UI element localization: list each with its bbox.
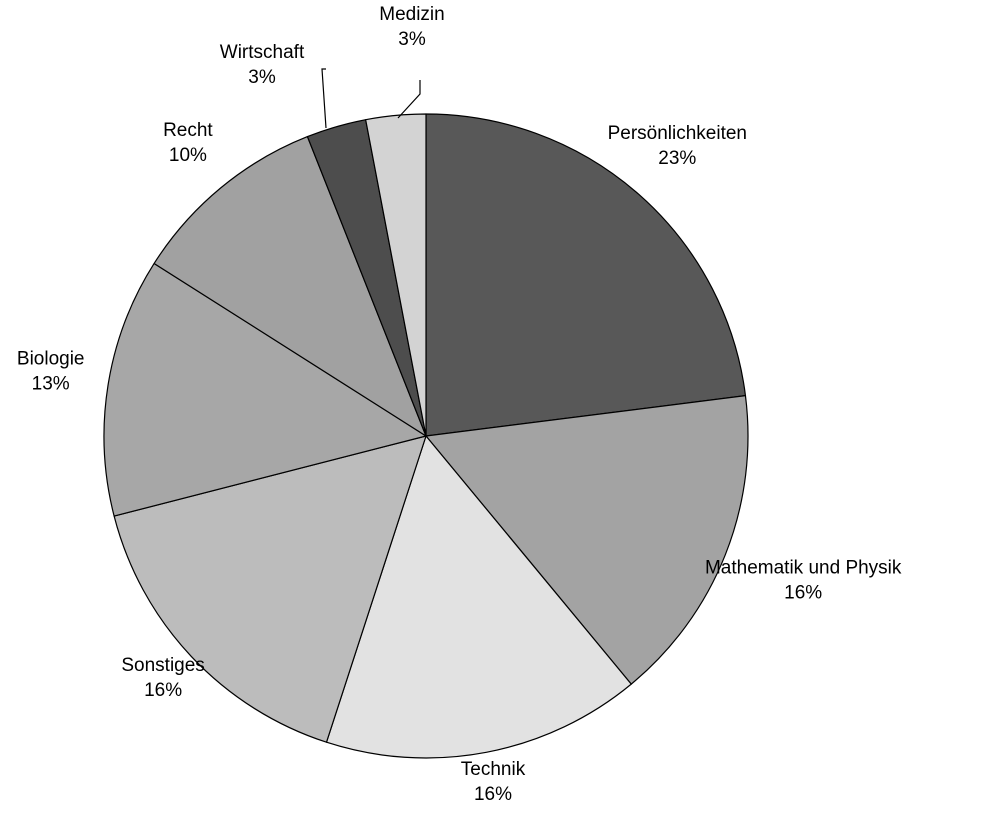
slice-name-biologie: Biologie bbox=[17, 349, 85, 370]
slice-percent-medizin: 3% bbox=[398, 29, 426, 50]
slice-name-technik: Technik bbox=[461, 759, 526, 780]
pie-slice-persoenlichkeiten bbox=[425, 113, 747, 437]
slice-name-mathematik-und-physik: Mathematik und Physik bbox=[705, 557, 902, 578]
pie-slice-technik bbox=[325, 435, 632, 759]
slice-percent-persoenlichkeiten: 23% bbox=[658, 148, 696, 169]
pie-slice-mathematik-und-physik bbox=[425, 395, 749, 685]
pie-slice-biologie bbox=[103, 262, 427, 517]
slice-percent-wirtschaft: 3% bbox=[248, 67, 276, 88]
slice-percent-mathematik-und-physik: 16% bbox=[784, 582, 822, 603]
slice-name-persoenlichkeiten: Persönlichkeiten bbox=[608, 123, 747, 144]
leader-line-medizin bbox=[397, 80, 421, 119]
pie-slice-medizin bbox=[365, 113, 427, 437]
slice-percent-technik: 16% bbox=[474, 784, 512, 805]
slice-name-wirtschaft: Wirtschaft bbox=[220, 42, 305, 63]
leader-lines bbox=[321, 68, 421, 129]
leader-line-wirtschaft bbox=[321, 68, 327, 129]
slice-name-recht: Recht bbox=[163, 120, 213, 141]
slice-percent-sonstiges: 16% bbox=[144, 680, 182, 701]
slice-labels: Persönlichkeiten 23% Mathematik und Physik… bbox=[17, 4, 902, 805]
slice-name-sonstiges: Sonstiges bbox=[121, 655, 204, 676]
pie-slice-recht bbox=[153, 136, 427, 437]
slice-percent-recht: 10% bbox=[169, 145, 207, 166]
pie-slice-sonstiges bbox=[113, 435, 427, 743]
slice-name-medizin: Medizin bbox=[379, 4, 444, 25]
slice-percent-biologie: 13% bbox=[32, 374, 70, 395]
pie-slices bbox=[103, 113, 749, 759]
